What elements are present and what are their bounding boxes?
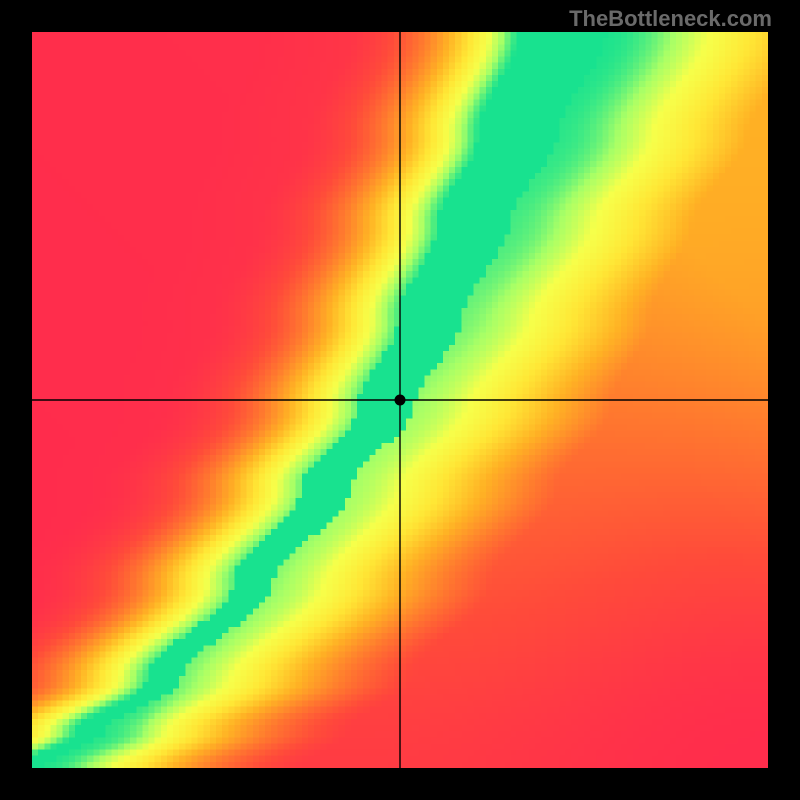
watermark-label: TheBottleneck.com <box>569 6 772 32</box>
heatmap-canvas <box>32 32 768 768</box>
chart-container: TheBottleneck.com <box>0 0 800 800</box>
heatmap-plot <box>32 32 768 768</box>
